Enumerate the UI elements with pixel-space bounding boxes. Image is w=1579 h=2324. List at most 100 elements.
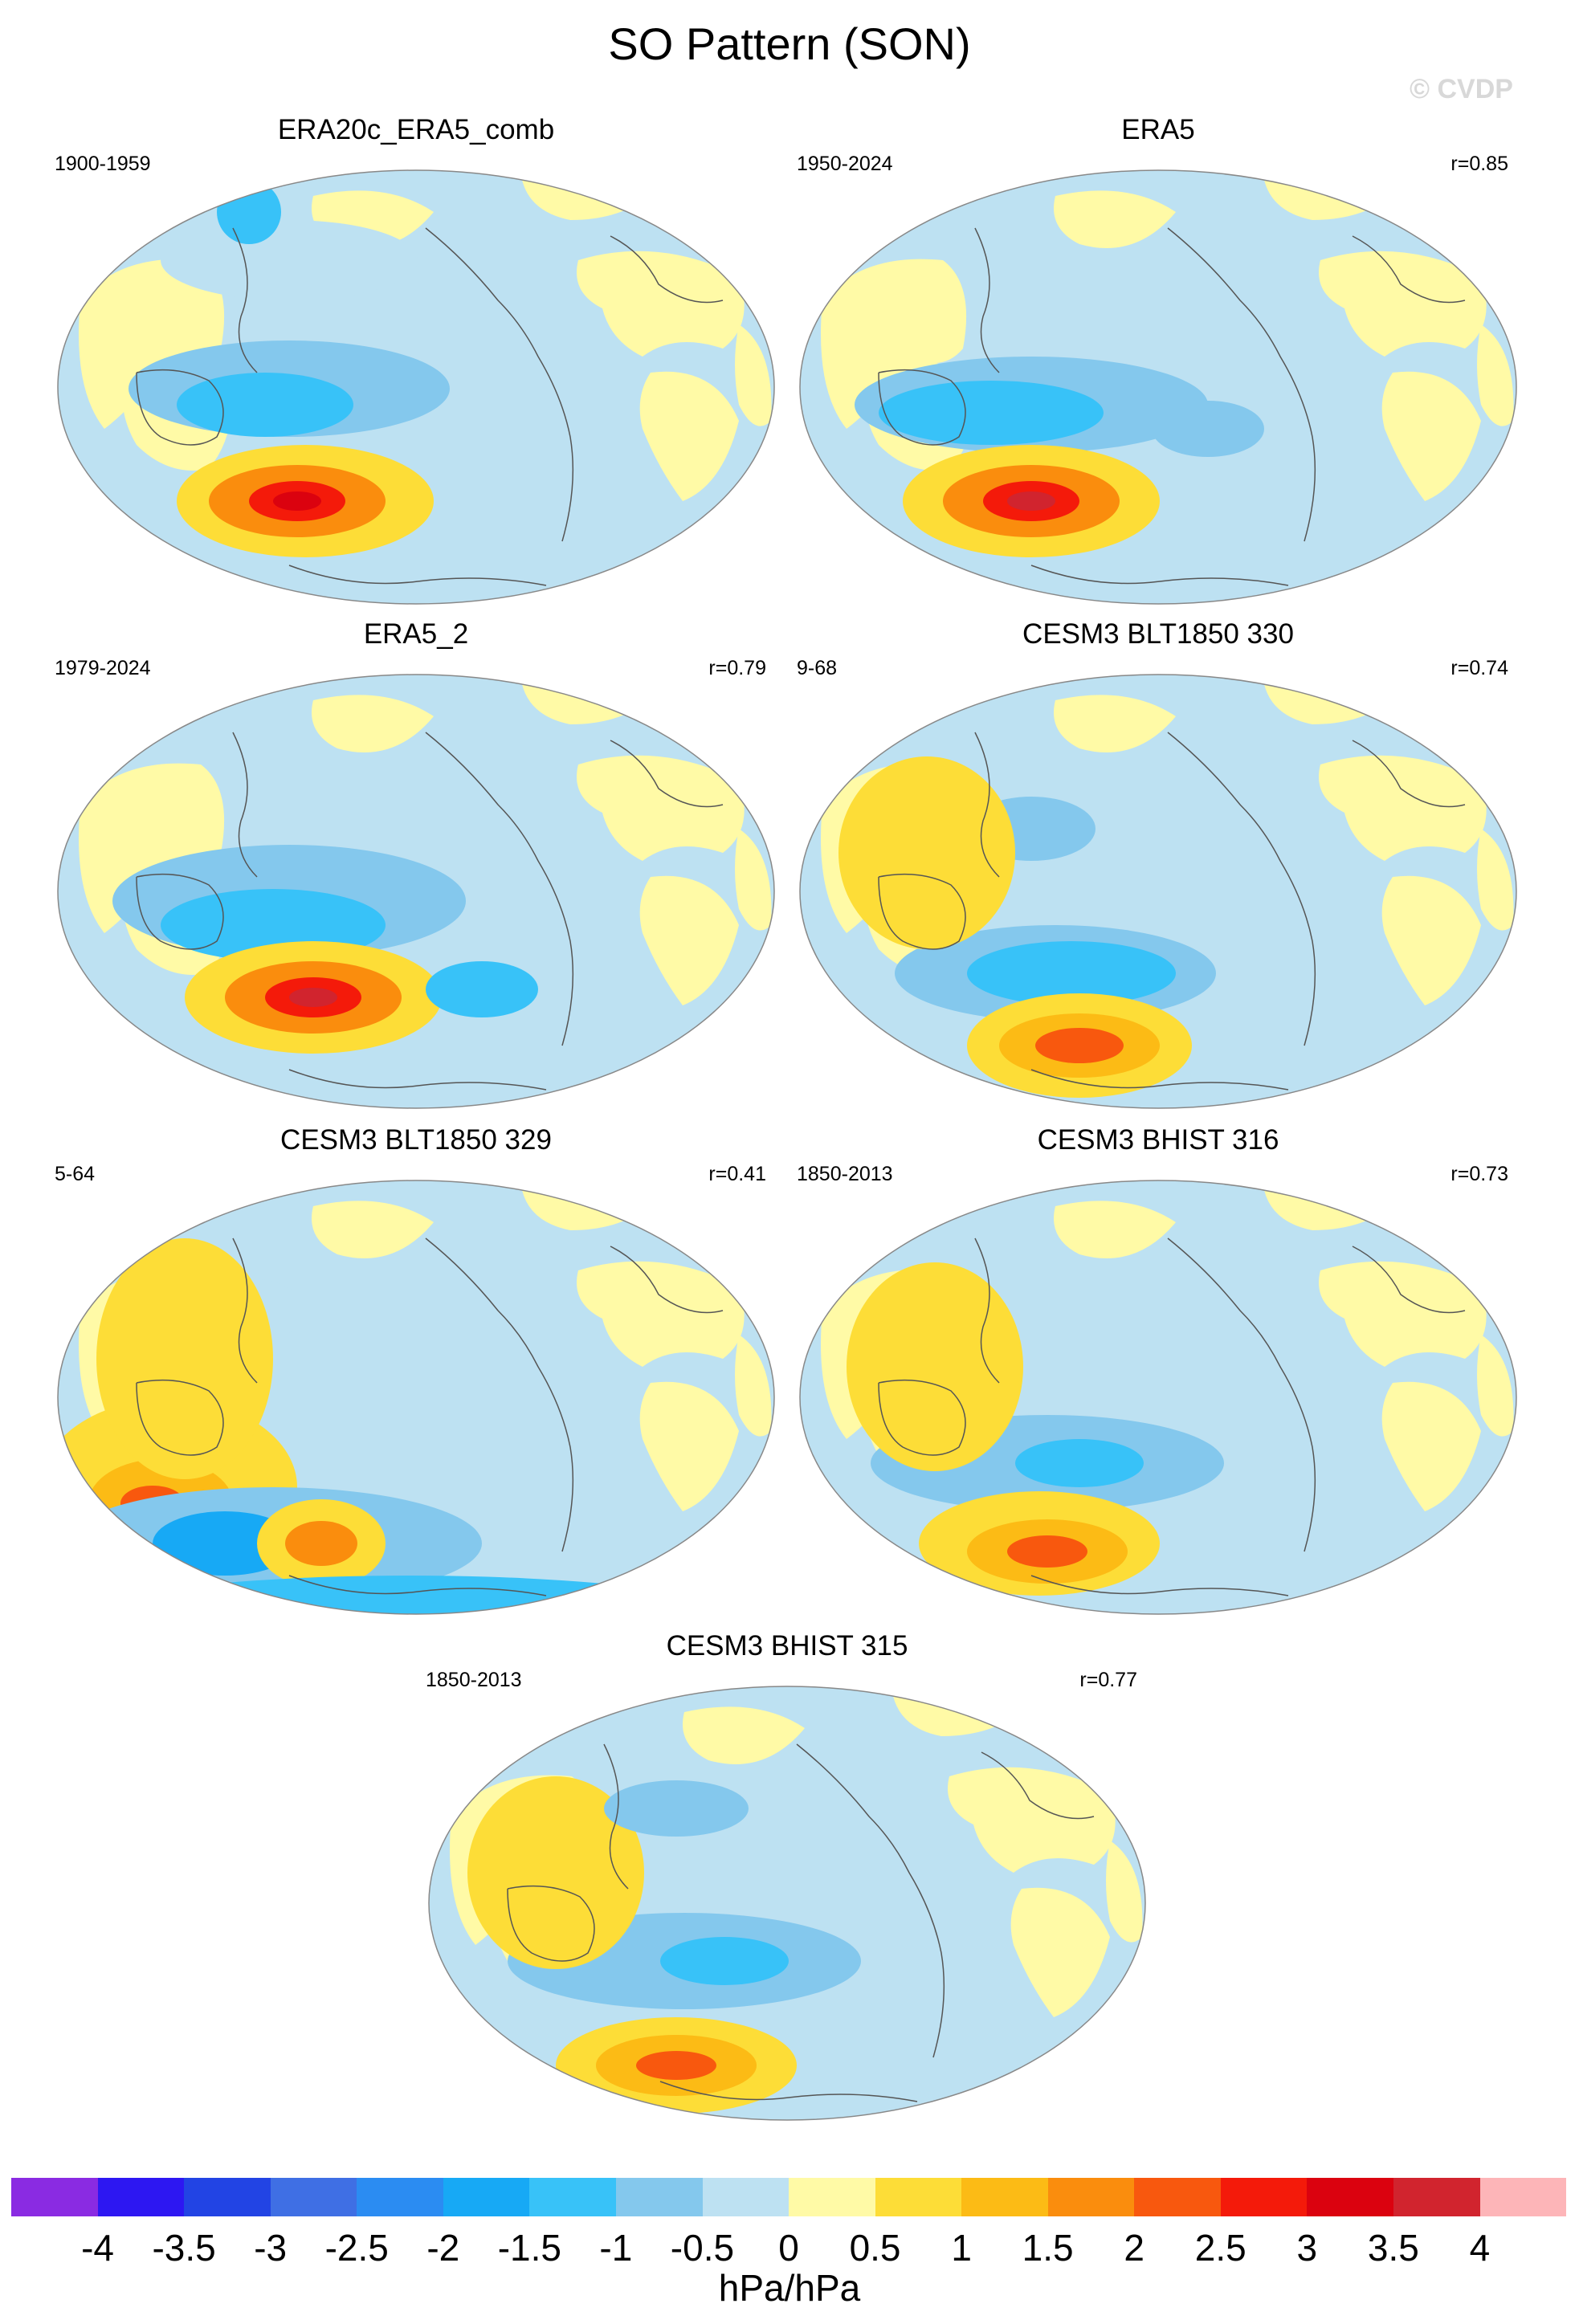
positive-region (1106, 1841, 1143, 1943)
colorbar-tick-label: 0.5 (849, 2227, 901, 2269)
coastline (1167, 227, 1316, 542)
colorbar-box (184, 2178, 271, 2216)
colorbar-box (1134, 2178, 1221, 2216)
colorbar-box (11, 2178, 98, 2216)
high-anomaly-contour (289, 988, 337, 1007)
positive-region (821, 259, 967, 429)
positive-region (683, 1706, 805, 1764)
positive-region (735, 324, 772, 426)
coastline (425, 732, 574, 1046)
map-panel: ERA5_2 1979-2024 r=0.79 (48, 618, 784, 1124)
colorbar-tick-label: 1.5 (1022, 2227, 1074, 2269)
colorbar-tick-label: -2 (426, 2227, 460, 2269)
colorbar-box (1393, 2178, 1480, 2216)
map-svg (799, 169, 1517, 605)
positive-region (1319, 755, 1487, 861)
low-anomaly-contour (1015, 1439, 1144, 1487)
colorbar (11, 2178, 1567, 2216)
coastline (136, 1379, 224, 1456)
colorbar-box (615, 2178, 703, 2216)
low-anomaly-contour (58, 1576, 774, 1614)
map-outline (428, 1686, 1146, 2121)
coastline (603, 1743, 629, 1890)
coastline (974, 732, 1000, 878)
panel-years: 1979-2024 (55, 657, 151, 679)
coastline (878, 369, 966, 446)
coastline (1167, 732, 1316, 1046)
colorbar-tick-label: 4 (1469, 2227, 1491, 2269)
coastline (610, 740, 724, 808)
positive-region (577, 755, 745, 861)
colorbar-box (443, 2178, 530, 2216)
coastline (1030, 565, 1289, 586)
panel-correlation: r=0.85 (1450, 153, 1508, 175)
colorbar-ticks: -4 -3.5 -3 -2.5 -2 -1.5 -1 -0.5 0 0.5 1 1.5 2 2.5 3 3.5… (0, 2226, 1579, 2271)
panel-title: ERA20c_ERA5_comb (277, 114, 555, 145)
coastline (232, 227, 258, 373)
colorbar-box (702, 2178, 790, 2216)
positive-region (1381, 371, 1481, 501)
coastline (981, 1751, 1095, 1820)
panel-correlation: r=0.77 (1079, 1669, 1137, 1691)
high-anomaly-contour (838, 756, 1015, 949)
colorbar-tick-label: 3 (1296, 2227, 1318, 2269)
coastline (136, 369, 224, 446)
positive-region (639, 1381, 739, 1511)
positive-region (1054, 1201, 1176, 1258)
panel-years: 1900-1959 (55, 153, 151, 175)
coastline (1352, 1246, 1466, 1314)
positive-region (1054, 190, 1176, 248)
positive-region (1477, 829, 1514, 931)
panel-years: 1850-2013 (797, 1163, 893, 1185)
colorbar-box (1047, 2178, 1135, 2216)
panel-title: CESM3 BHIST 315 (666, 1630, 908, 1661)
low-anomaly-contour (177, 373, 353, 437)
coastline (878, 873, 966, 950)
colorbar-box (1220, 2178, 1308, 2216)
coastline (232, 732, 258, 878)
panel-title: CESM3 BHIST 316 (1037, 1124, 1279, 1156)
map-panel: CESM3 BLT1850 329 5-64 r=0.41 (48, 1124, 784, 1630)
low-anomaly-contour (161, 220, 418, 300)
map-svg (799, 674, 1517, 1109)
high-anomaly-contour (285, 1521, 357, 1566)
coastline (507, 1885, 595, 1962)
colorbar-tick-label: 0 (778, 2227, 799, 2269)
colorbar-units: hPa/hPa (718, 2267, 861, 2309)
high-anomaly-contour (847, 1262, 1023, 1471)
positive-region (1054, 695, 1176, 752)
positive-region (639, 371, 739, 501)
coastline (974, 227, 1000, 373)
map-svg (428, 1686, 1146, 2121)
coastline (1167, 1237, 1316, 1552)
colorbar-tick-label: -3 (254, 2227, 288, 2269)
panel-title: CESM3 BLT1850 329 (280, 1124, 552, 1156)
coastline (136, 873, 224, 950)
panel-years: 1950-2024 (797, 153, 893, 175)
low-anomaly-contour (217, 180, 281, 244)
colorbar-tick-label: -0.5 (670, 2227, 735, 2269)
panel-title: CESM3 BLT1850 330 (1022, 618, 1294, 650)
map-panel: ERA20c_ERA5_comb 1900-1959 (48, 114, 784, 620)
colorbar-tick-label: 3.5 (1367, 2227, 1419, 2269)
coastline (288, 1069, 547, 1091)
map-panel: CESM3 BLT1850 330 9-68 r=0.74 (790, 618, 1526, 1124)
coastline (659, 2081, 918, 2102)
colorbar-tick-label: 2 (1124, 2227, 1145, 2269)
positive-region (735, 1335, 772, 1437)
panel-correlation: r=0.79 (708, 657, 766, 679)
positive-region (1319, 251, 1487, 357)
low-anomaly-contour (660, 1937, 789, 1985)
coastline (878, 1379, 966, 1456)
map-svg (57, 1180, 775, 1615)
colorbar-tick-label: -4 (81, 2227, 114, 2269)
coastline (232, 1237, 258, 1384)
map-outline (57, 1180, 775, 1615)
map-panel: ERA5 1950-2024 r=0.85 (790, 114, 1526, 620)
positive-region (1477, 1335, 1514, 1437)
panel-years: 5-64 (55, 1163, 96, 1185)
panel-correlation: r=0.74 (1450, 657, 1508, 679)
coastline (610, 235, 724, 304)
figure-title: SO Pattern (SON) (608, 18, 971, 69)
colorbar-tick-label: 2.5 (1194, 2227, 1246, 2269)
